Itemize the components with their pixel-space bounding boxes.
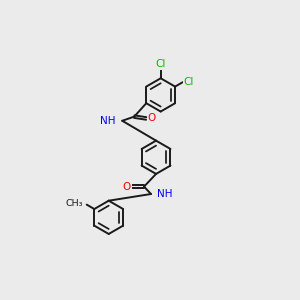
Text: NH: NH: [100, 116, 116, 126]
Text: Cl: Cl: [184, 77, 194, 87]
Text: O: O: [147, 113, 155, 124]
Text: Cl: Cl: [155, 59, 166, 69]
Text: CH₃: CH₃: [65, 199, 82, 208]
Text: NH: NH: [158, 189, 173, 199]
Text: O: O: [123, 182, 131, 192]
